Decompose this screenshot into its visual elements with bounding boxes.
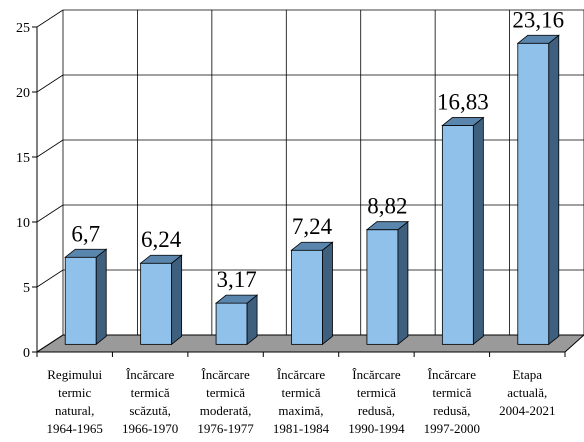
category-label-line: 1990-1994 xyxy=(348,421,405,436)
bar-front xyxy=(366,229,399,345)
bar-side xyxy=(246,294,258,346)
category-label-line: redusă, xyxy=(433,403,470,418)
category-label-line: termică xyxy=(432,385,471,400)
category-label: Regimului termic natural, 1964-1965 xyxy=(47,367,103,436)
bar xyxy=(516,34,560,346)
y-tick-label: 15 xyxy=(16,151,30,166)
category-label-line: 1964-1965 xyxy=(47,421,103,436)
bar xyxy=(441,116,485,346)
chart-axes xyxy=(32,26,566,357)
category-label-line: termică xyxy=(357,385,396,400)
category-label-line: termică xyxy=(282,385,321,400)
category-label: Încărcare termică maximă, 1981-1984 xyxy=(273,367,330,436)
bar-top xyxy=(214,294,259,304)
bar-side xyxy=(397,220,409,346)
category-label-line: termică xyxy=(131,385,170,400)
category-label-line: redusă, xyxy=(358,403,395,418)
y-tick-label: 0 xyxy=(23,346,30,361)
category-label-line: Încărcare xyxy=(428,367,477,382)
category-label-line: 1997-2000 xyxy=(424,421,480,436)
y-gridline-side xyxy=(36,334,64,353)
bar xyxy=(64,248,108,346)
category-label: Încărcare termică redusă, 1997-2000 xyxy=(424,367,480,436)
bar-side xyxy=(171,254,183,346)
bar-data-label: 6,7 xyxy=(71,221,100,246)
category-label-line: scăzută, xyxy=(129,403,171,418)
bar-top xyxy=(290,241,334,251)
bar-top xyxy=(139,254,183,264)
category-label: Încărcare termică redusă, 1990-1994 xyxy=(348,367,405,436)
bar-side xyxy=(95,248,107,346)
y-gridline-side xyxy=(36,269,64,288)
category-label: Încărcare termică moderată, 1976-1977 xyxy=(197,367,254,436)
category-label-line: actuală, xyxy=(507,385,547,400)
bar-data-label: 8,82 xyxy=(367,194,407,219)
y-gridline-side xyxy=(36,139,64,158)
category-label-line: 1981-1984 xyxy=(273,421,330,436)
bar xyxy=(214,294,259,346)
y-tick-label: 25 xyxy=(16,21,30,36)
bar xyxy=(365,220,410,346)
bar xyxy=(139,254,183,346)
category-label-line: natural, xyxy=(55,403,94,418)
chart-data-labels: 6,7 6,24 3,17 7,24 8,82 16,83 23,16 xyxy=(71,7,564,292)
bar-front xyxy=(441,125,474,345)
category-label-line: Încărcare xyxy=(201,367,250,382)
bar-side xyxy=(322,241,333,346)
bar-side xyxy=(472,116,484,346)
bar-front xyxy=(140,262,173,345)
category-label: Etapa actuală, 2004-2021 xyxy=(499,367,555,418)
category-label-line: Încărcare xyxy=(352,367,401,382)
bar-top xyxy=(516,34,560,44)
bar xyxy=(290,241,334,346)
bar-data-label: 23,16 xyxy=(512,7,564,32)
category-label-line: Încărcare xyxy=(126,367,175,382)
y-axis-tick-labels: 0 5 10 15 20 25 xyxy=(16,21,30,361)
bar-data-label: 6,24 xyxy=(141,227,182,252)
y-tick-label: 20 xyxy=(16,86,30,101)
y-gridline-side xyxy=(36,9,64,28)
bar-data-label: 3,17 xyxy=(216,267,256,292)
category-label-line: Regimului xyxy=(47,367,102,382)
bar-top xyxy=(64,248,108,258)
category-label-line: 1966-1970 xyxy=(122,421,178,436)
category-label-line: termic xyxy=(58,385,91,400)
category-label-line: maximă, xyxy=(278,403,323,418)
category-label-line: moderată, xyxy=(200,403,252,418)
bar-data-label: 7,24 xyxy=(292,214,333,239)
category-label-line: Etapa xyxy=(512,367,542,382)
y-tick-label: 5 xyxy=(23,281,30,296)
y-gridline-side xyxy=(36,204,64,223)
bar-top xyxy=(365,221,410,231)
category-label: Încărcare termică scăzută, 1966-1970 xyxy=(122,367,178,436)
y-tick-label: 10 xyxy=(16,216,30,231)
chart-bars xyxy=(64,34,560,346)
bar-front xyxy=(64,256,97,345)
category-label-line: Încărcare xyxy=(277,367,326,382)
bar-data-label: 16,83 xyxy=(437,90,489,115)
category-label-line: 1976-1977 xyxy=(197,421,254,436)
y-gridline-side xyxy=(36,74,64,93)
bar-front xyxy=(215,302,248,345)
category-label-line: 2004-2021 xyxy=(499,403,555,418)
bar-front xyxy=(291,249,323,345)
bar-side xyxy=(548,34,560,346)
category-label-line: termică xyxy=(206,385,245,400)
x-axis-category-labels: Regimului termic natural, 1964-1965 Încărcar… xyxy=(47,367,556,436)
bar-front xyxy=(517,42,550,345)
bar-top xyxy=(441,117,485,126)
